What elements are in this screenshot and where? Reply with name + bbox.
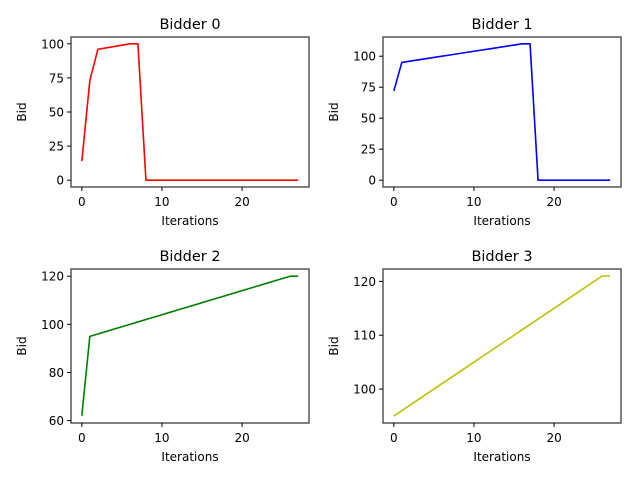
axes-frame: [70, 268, 310, 424]
x-tick-label: 10: [154, 431, 169, 445]
x-tick-label: 0: [78, 195, 86, 209]
y-tick-label: 0: [368, 174, 376, 188]
subplot-title: Bidder 2: [159, 249, 220, 265]
axes-frame: [70, 36, 310, 188]
y-tick-label: 50: [361, 112, 376, 126]
x-axis-label: Iterations: [161, 214, 218, 228]
y-tick-label: 60: [49, 414, 64, 428]
y-tick-label: 100: [353, 383, 376, 397]
y-tick-label: 110: [353, 329, 376, 343]
x-axis-label: Iterations: [473, 450, 530, 464]
y-tick-label: 25: [49, 140, 64, 154]
subplot-3: Bidder 3 0 10 20 100 110 120 Iterations Bid: [327, 249, 622, 464]
x-tick-label: 0: [390, 195, 398, 209]
y-tick-label: 0: [56, 174, 64, 188]
x-tick-label: 20: [234, 431, 249, 445]
subplot-1: Bidder 1 0 10 20 0 25 50 75 100 Iterations Bid: [327, 17, 622, 228]
axes-frame: [382, 36, 622, 188]
y-axis-label: Bid: [327, 102, 341, 121]
y-tick-label: 80: [49, 366, 64, 380]
x-tick-label: 10: [466, 195, 481, 209]
x-tick-label: 20: [546, 431, 561, 445]
x-tick-label: 20: [546, 195, 561, 209]
x-tick-label: 20: [234, 195, 249, 209]
y-tick-label: 120: [353, 275, 376, 289]
x-axis-label: Iterations: [161, 450, 218, 464]
subplot-title: Bidder 3: [471, 249, 532, 265]
y-tick-label: 120: [41, 270, 64, 284]
y-axis-label: Bid: [15, 336, 29, 355]
subplot-title: Bidder 0: [159, 17, 220, 33]
x-tick-label: 10: [466, 431, 481, 445]
y-tick-label: 100: [41, 37, 64, 51]
y-tick-label: 75: [361, 81, 376, 95]
subplot-0: Bidder 0 0 10 20 0 25 50 75 100 Iterations Bid: [15, 17, 310, 228]
y-tick-label: 50: [49, 106, 64, 120]
series-line: [393, 43, 611, 181]
axes-frame: [382, 268, 622, 424]
x-tick-label: 0: [78, 431, 86, 445]
y-tick-label: 100: [41, 318, 64, 332]
subplot-2: Bidder 2 0 10 20 60 80 100 120 Iterations Bid: [15, 249, 310, 464]
y-axis-label: Bid: [15, 102, 29, 121]
x-axis-label: Iterations: [473, 214, 530, 228]
y-axis-label: Bid: [327, 336, 341, 355]
y-tick-label: 100: [353, 50, 376, 64]
x-tick-label: 10: [154, 195, 169, 209]
series-line: [393, 275, 611, 417]
series-line: [81, 43, 299, 181]
subplot-title: Bidder 1: [471, 17, 532, 33]
series-line: [81, 275, 299, 416]
y-tick-label: 75: [49, 71, 64, 85]
x-tick-label: 0: [390, 431, 398, 445]
y-tick-label: 25: [361, 143, 376, 157]
